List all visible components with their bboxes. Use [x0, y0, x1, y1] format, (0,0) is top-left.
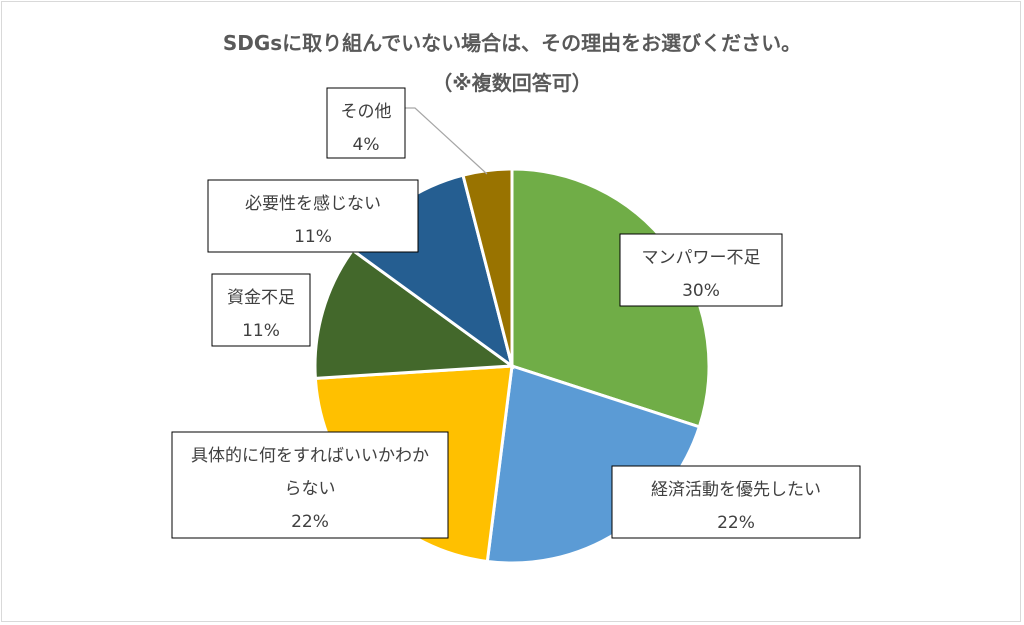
chart-title: SDGsに取り組んでいない場合は、その理由をお選びください。 [223, 31, 801, 55]
data-label-percent: 11% [242, 321, 280, 341]
data-label-percent: 22% [291, 512, 329, 532]
chart-subtitle: （※複数回答可） [432, 71, 591, 95]
pie-slice [313, 248, 517, 380]
data-label-category: その他 [341, 102, 392, 122]
data-label-category: 具体的に何をすればいいかわか [191, 446, 429, 466]
data-label-category: マンパワー不足 [642, 248, 761, 268]
data-label: マンパワー不足 30% [619, 233, 783, 307]
data-labels: マンパワー不足30%経済活動を優先したい22%具体的に何をすればいいかわからない… [171, 87, 861, 539]
data-label-category: 必要性を感じない [245, 194, 381, 214]
data-label: 必要性を感じない 11% [207, 179, 419, 253]
data-label-box [211, 273, 311, 347]
data-label: その他 4% [326, 87, 406, 159]
leader-line [405, 107, 488, 175]
data-label: 資金不足 11% [211, 273, 311, 347]
pie-slice [461, 167, 514, 367]
data-label: 経済活動を優先したい 22% [611, 465, 861, 539]
data-label-box [207, 179, 419, 253]
data-label-box [171, 431, 449, 539]
data-label-category: らない [285, 479, 336, 499]
data-label-category: 資金不足 [227, 288, 295, 308]
data-label-box [611, 465, 861, 539]
data-label-box [619, 233, 783, 307]
slices-layer [313, 167, 711, 565]
data-label-percent: 11% [294, 227, 332, 247]
data-label-percent: 30% [682, 281, 720, 301]
data-label-box [326, 87, 406, 159]
data-label-percent: 4% [353, 135, 380, 155]
leader-lines [405, 107, 488, 175]
data-label-percent: 22% [717, 513, 755, 533]
data-label-category: 経済活動を優先したい [651, 480, 821, 500]
